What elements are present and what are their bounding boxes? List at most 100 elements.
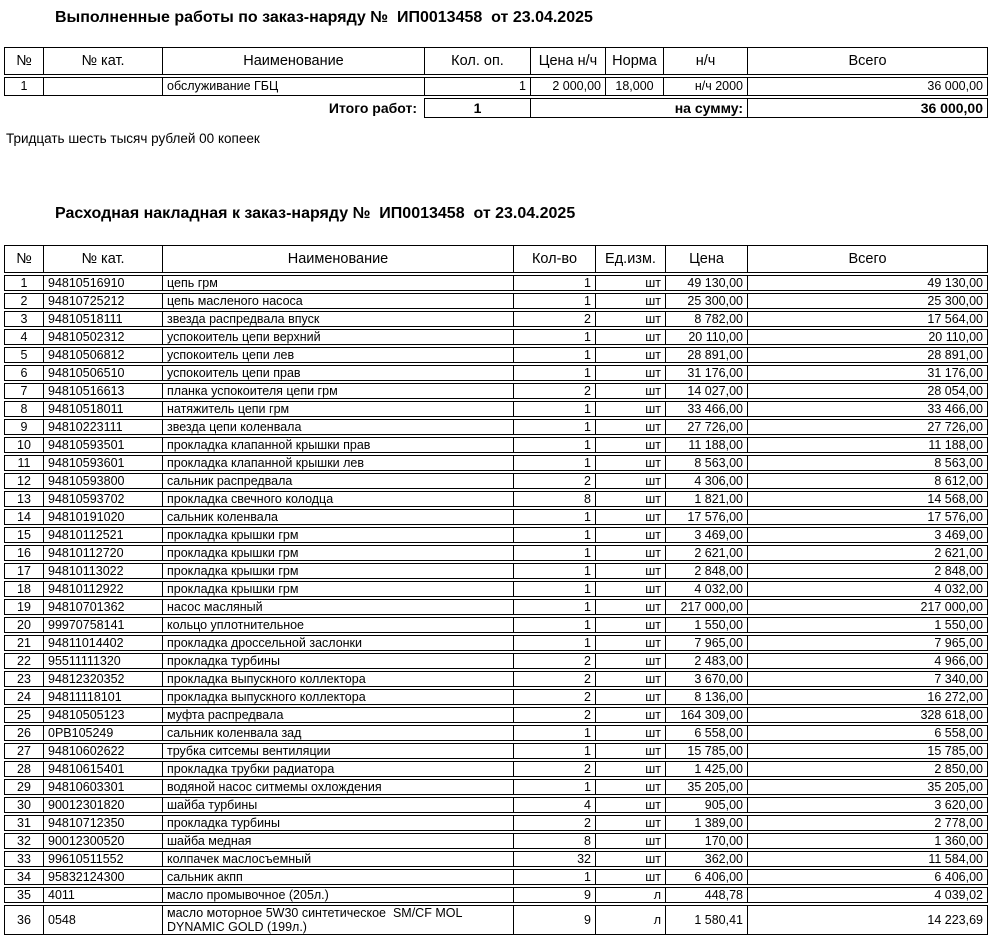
cell-total: 3 469,00: [747, 527, 988, 543]
table-row: 5 94810506812 успокоитель цепи лев 1 шт 28 89…: [4, 347, 988, 363]
table-row: 31 94810712350 прокладка турбины 2 шт 1 389,0…: [4, 815, 988, 831]
cell-qty: 1: [513, 455, 595, 471]
cell-total: 1 360,00: [747, 833, 988, 849]
table-row: 28 94810615401 прокладка трубки радиатора 2…: [4, 761, 988, 777]
table-row: 11 94810593601 прокладка клапанной крышки …: [4, 455, 988, 471]
invoice-table: № № кат. Наименование Кол-во Ед.изм. Цен…: [4, 243, 988, 937]
cell-unit: шт: [595, 437, 665, 453]
header-cell-price: Цена: [665, 245, 747, 273]
cell-price: 217 000,00: [665, 599, 747, 615]
cell-cat: 99970758141: [43, 617, 162, 633]
table-row: 29 94810603301 водяной насос ситмемы охлож…: [4, 779, 988, 795]
cell-total: 4 966,00: [747, 653, 988, 669]
cell-num: 11: [4, 455, 43, 471]
works-total-row: Итого работ: 1 на сумму: 36 000,00: [4, 98, 988, 118]
cell-unit: шт: [595, 311, 665, 327]
cell-cat: 94810506812: [43, 347, 162, 363]
cell-name: прокладка клапанной крышки лев: [162, 455, 513, 471]
cell-name: колпачек маслосъемный: [162, 851, 513, 867]
cell-total: 35 205,00: [747, 779, 988, 795]
cell-cat: 94810593501: [43, 437, 162, 453]
cell-cat: 94810112521: [43, 527, 162, 543]
cell-unit: шт: [595, 797, 665, 813]
cell-num: 30: [4, 797, 43, 813]
cell-num: 34: [4, 869, 43, 885]
cell-num: 9: [4, 419, 43, 435]
table-row: 18 94810112922 прокладка крышки грм 1 шт 4 03…: [4, 581, 988, 597]
cell-unit: л: [595, 887, 665, 903]
cell-price: 14 027,00: [665, 383, 747, 399]
cell-unit: шт: [595, 527, 665, 543]
table-row: 27 94810602622 трубка ситсемы вентиляции 1 ш…: [4, 743, 988, 759]
cell-total: 11 188,00: [747, 437, 988, 453]
cell-qty: 8: [513, 491, 595, 507]
cell-cat: 94810516613: [43, 383, 162, 399]
header-cell-num: №: [4, 47, 43, 75]
cell-unit: шт: [595, 599, 665, 615]
cell-price: 11 188,00: [665, 437, 747, 453]
cell-unit: шт: [595, 617, 665, 633]
cell-unit: шт: [595, 545, 665, 561]
cell-num: 14: [4, 509, 43, 525]
cell-name: прокладка турбины: [162, 815, 513, 831]
cell-cat: 94810112922: [43, 581, 162, 597]
table-row: 7 94810516613 планка успокоителя цепи грм 2…: [4, 383, 988, 399]
cell-name: звезда цепи коленвала: [162, 419, 513, 435]
cell-price: 905,00: [665, 797, 747, 813]
cell-name: муфта распредвала: [162, 707, 513, 723]
cell-price: 8 136,00: [665, 689, 747, 705]
cell-unit: шт: [595, 815, 665, 831]
invoice-title: Расходная накладная к заказ-наряду № ИП0…: [55, 205, 576, 222]
header-cell-cat: № кат.: [43, 245, 162, 273]
cell-total: 28 054,00: [747, 383, 988, 399]
cell-price: 8 563,00: [665, 455, 747, 471]
cell-price: 3 469,00: [665, 527, 747, 543]
cell-cat: 94810712350: [43, 815, 162, 831]
cell-qty: 1: [513, 743, 595, 759]
cell-cat: 94810112720: [43, 545, 162, 561]
header-cell-nh: н/ч: [663, 47, 747, 75]
cell-cat: 94810505123: [43, 707, 162, 723]
works-table: № № кат. Наименование Кол. оп. Цена н/ч …: [4, 45, 988, 120]
cell-qty: 1: [513, 437, 595, 453]
table-row: 23 94812320352 прокладка выпускного коллек…: [4, 671, 988, 687]
cell-num: 19: [4, 599, 43, 615]
cell-unit: шт: [595, 365, 665, 381]
cell-name: кольцо уплотнительное: [162, 617, 513, 633]
header-cell-rate: Цена н/ч: [530, 47, 605, 75]
cell-unit: л: [595, 905, 665, 935]
cell-num: 5: [4, 347, 43, 363]
cell-cat: 94810725212: [43, 293, 162, 309]
cell-cat: 95511111320: [43, 653, 162, 669]
table-row: 9 94810223111 звезда цепи коленвала 1 шт 27 7…: [4, 419, 988, 435]
cell-name: планка успокоителя цепи грм: [162, 383, 513, 399]
table-row: 35 4011 масло промывочное (205л.) 9 л 448,78 4…: [4, 887, 988, 903]
cell-qty: 32: [513, 851, 595, 867]
cell-total: 3 620,00: [747, 797, 988, 813]
cell-norm: 18,000: [605, 77, 663, 96]
cell-total: 15 785,00: [747, 743, 988, 759]
cell-cat: 94810502312: [43, 329, 162, 345]
cell-num: 6: [4, 365, 43, 381]
table-row: 26 0PB105249 сальник коленвала зад 1 шт 6 558…: [4, 725, 988, 741]
table-row: 8 94810518011 натяжитель цепи грм 1 шт 33 466…: [4, 401, 988, 417]
table-row: 25 94810505123 муфта распредвала 2 шт 164 309…: [4, 707, 988, 723]
cell-num: 16: [4, 545, 43, 561]
cell-total: 31 176,00: [747, 365, 988, 381]
header-cell-name: Наименование: [162, 245, 513, 273]
cell-num: 20: [4, 617, 43, 633]
cell-name: обслуживание ГБЦ: [162, 77, 424, 96]
cell-total: 16 272,00: [747, 689, 988, 705]
cell-cat: 99610511552: [43, 851, 162, 867]
cell-num: 36: [4, 905, 43, 935]
cell-total: 11 584,00: [747, 851, 988, 867]
cell-qty: 1: [513, 275, 595, 291]
cell-name: цепь грм: [162, 275, 513, 291]
cell-name: цепь масленого насоса: [162, 293, 513, 309]
cell-cat: 0PB105249: [43, 725, 162, 741]
cell-total: 7 340,00: [747, 671, 988, 687]
cell-unit: шт: [595, 689, 665, 705]
cell-price: 15 785,00: [665, 743, 747, 759]
cell-price: 17 576,00: [665, 509, 747, 525]
table-row: 12 94810593800 сальник распредвала 2 шт 4 306…: [4, 473, 988, 489]
